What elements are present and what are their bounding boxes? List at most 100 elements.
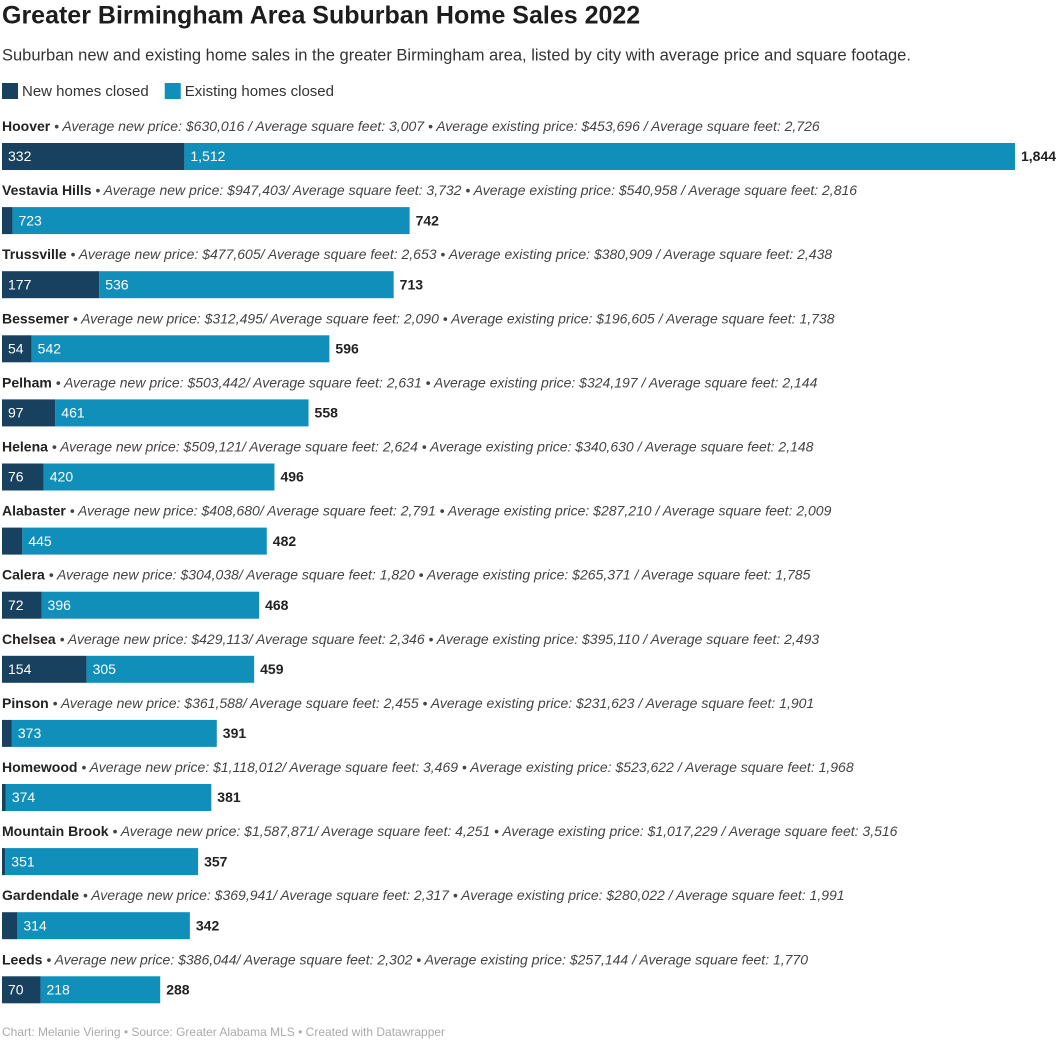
bar-segment bbox=[99, 271, 394, 299]
row-label: Homewood • Average new price: $1,118,012… bbox=[2, 759, 854, 775]
legend-swatch bbox=[2, 83, 18, 99]
city-details: • Average new price: $361,588/ Average s… bbox=[53, 695, 815, 711]
city-details: • Average new price: $503,442/ Average s… bbox=[56, 374, 818, 390]
bar-segment bbox=[2, 335, 32, 363]
bar-segment bbox=[2, 719, 12, 747]
segment-label: 177 bbox=[8, 276, 32, 292]
city-name: Helena bbox=[2, 438, 48, 454]
total-label: 596 bbox=[335, 341, 359, 357]
segment-label: 332 bbox=[8, 148, 32, 164]
total-label: 496 bbox=[280, 469, 304, 485]
city-details: • Average new price: $429,113/ Average s… bbox=[60, 631, 820, 647]
total-label: 713 bbox=[400, 276, 424, 292]
city-details: • Average new price: $386,044/ Average s… bbox=[46, 951, 808, 967]
city-name: Homewood bbox=[2, 759, 77, 775]
segment-label: 420 bbox=[50, 469, 74, 485]
segment-label: 396 bbox=[48, 597, 72, 613]
row-label: Leeds • Average new price: $386,044/ Ave… bbox=[2, 951, 808, 967]
row-label: Mountain Brook • Average new price: $1,5… bbox=[2, 823, 898, 839]
bar-segment bbox=[17, 912, 190, 940]
city-name: Gardendale bbox=[2, 887, 79, 903]
legend-swatch bbox=[164, 83, 181, 99]
city-name: Mountain Brook bbox=[2, 823, 109, 839]
city-name: Hoover bbox=[2, 118, 51, 134]
total-label: 558 bbox=[315, 405, 339, 421]
source: Chart: Melanie Viering • Source: Greater… bbox=[2, 1025, 445, 1039]
city-details: • Average new price: $630,016 / Average … bbox=[54, 118, 820, 134]
segment-label: 154 bbox=[8, 661, 32, 677]
bar-segment bbox=[2, 784, 6, 811]
bar-segment bbox=[55, 399, 309, 427]
segment-label: 76 bbox=[8, 469, 24, 485]
total-label: 391 bbox=[223, 725, 247, 741]
bar-segment bbox=[2, 912, 18, 940]
segment-label: 351 bbox=[11, 853, 35, 869]
city-details: • Average new price: $477,605/ Average s… bbox=[70, 246, 832, 262]
segment-label: 445 bbox=[28, 533, 52, 549]
segment-label: 305 bbox=[93, 661, 117, 677]
segment-label: 542 bbox=[38, 341, 62, 357]
city-details: • Average new price: $312,495/ Average s… bbox=[73, 310, 835, 326]
bar-segment bbox=[43, 463, 275, 491]
city-details: • Average new price: $304,038/ Average s… bbox=[49, 566, 811, 582]
bar-segment bbox=[86, 655, 255, 683]
total-label: 1,844 bbox=[1021, 148, 1056, 164]
city-details: • Average new price: $1,587,871/ Average… bbox=[112, 823, 897, 839]
total-label: 381 bbox=[217, 789, 241, 805]
city-details: • Average new price: $509,121/ Average s… bbox=[52, 438, 814, 454]
row-label: Gardendale • Average new price: $369,941… bbox=[2, 887, 845, 903]
row-label: Alabaster • Average new price: $408,680/… bbox=[2, 502, 832, 518]
row-label: Helena • Average new price: $509,121/ Av… bbox=[2, 438, 814, 454]
segment-label: 97 bbox=[8, 405, 24, 421]
city-details: • Average new price: $369,941/ Average s… bbox=[83, 887, 845, 903]
bar-segment bbox=[11, 719, 217, 747]
city-name: Calera bbox=[2, 566, 45, 582]
bar-segment bbox=[2, 207, 13, 235]
chart-subtitle: Suburban new and existing home sales in … bbox=[2, 46, 911, 64]
chart-title: Greater Birmingham Area Suburban Home Sa… bbox=[2, 2, 640, 30]
bar-segment bbox=[41, 591, 260, 619]
total-label: 742 bbox=[416, 212, 440, 228]
city-name: Bessemer bbox=[2, 310, 69, 326]
total-label: 459 bbox=[260, 661, 284, 677]
bar-segment bbox=[5, 784, 212, 811]
bar-segment bbox=[40, 976, 161, 1004]
bar-segment bbox=[2, 143, 185, 170]
segment-label: 70 bbox=[8, 982, 24, 998]
segment-label: 373 bbox=[18, 725, 42, 741]
row-label: Pinson • Average new price: $361,588/ Av… bbox=[2, 695, 814, 711]
segment-label: 374 bbox=[12, 789, 36, 805]
bar-segment bbox=[5, 848, 199, 876]
city-name: Chelsea bbox=[2, 631, 56, 647]
bar-segment bbox=[2, 655, 87, 683]
total-label: 468 bbox=[265, 597, 289, 613]
total-label: 342 bbox=[196, 917, 220, 933]
row-label: Bessemer • Average new price: $312,495/ … bbox=[2, 310, 835, 326]
city-name: Pinson bbox=[2, 695, 49, 711]
row-label: Chelsea • Average new price: $429,113/ A… bbox=[2, 631, 819, 647]
city-details: • Average new price: $408,680/ Average s… bbox=[70, 502, 832, 518]
segment-label: 1,512 bbox=[190, 148, 225, 164]
total-label: 482 bbox=[273, 533, 297, 549]
bar-segment bbox=[31, 335, 330, 363]
bar-segment bbox=[2, 463, 44, 491]
bar-segment bbox=[184, 143, 1016, 170]
row-label: Pelham • Average new price: $503,442/ Av… bbox=[2, 374, 818, 390]
segment-label: 218 bbox=[46, 982, 70, 998]
bar-segment bbox=[2, 976, 41, 1004]
segment-label: 314 bbox=[23, 917, 47, 933]
bar-segment bbox=[2, 399, 56, 427]
segment-label: 54 bbox=[8, 341, 24, 357]
city-details: • Average new price: $947,403/ Average s… bbox=[95, 182, 857, 198]
segment-label: 536 bbox=[105, 276, 129, 292]
row-label: Vestavia Hills • Average new price: $947… bbox=[2, 182, 857, 198]
bar-segment bbox=[2, 527, 23, 555]
city-name: Vestavia Hills bbox=[2, 182, 92, 198]
city-name: Alabaster bbox=[2, 502, 66, 518]
total-label: 288 bbox=[166, 982, 190, 998]
row-label: Hoover • Average new price: $630,016 / A… bbox=[2, 118, 820, 134]
segment-label: 723 bbox=[18, 212, 42, 228]
city-details: • Average new price: $1,118,012/ Average… bbox=[81, 759, 854, 775]
